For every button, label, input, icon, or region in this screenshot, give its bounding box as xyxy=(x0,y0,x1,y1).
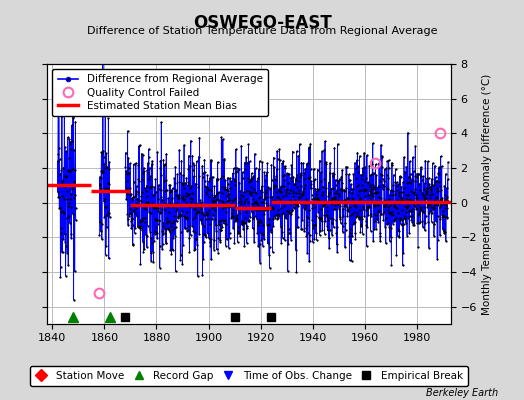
Legend: Difference from Regional Average, Quality Control Failed, Estimated Station Mean: Difference from Regional Average, Qualit… xyxy=(52,69,268,116)
Text: OSWEGO-EAST: OSWEGO-EAST xyxy=(193,14,331,32)
Legend: Station Move, Record Gap, Time of Obs. Change, Empirical Break: Station Move, Record Gap, Time of Obs. C… xyxy=(30,366,468,386)
Text: Difference of Station Temperature Data from Regional Average: Difference of Station Temperature Data f… xyxy=(87,26,437,36)
Text: Berkeley Earth: Berkeley Earth xyxy=(425,388,498,398)
Y-axis label: Monthly Temperature Anomaly Difference (°C): Monthly Temperature Anomaly Difference (… xyxy=(483,73,493,315)
